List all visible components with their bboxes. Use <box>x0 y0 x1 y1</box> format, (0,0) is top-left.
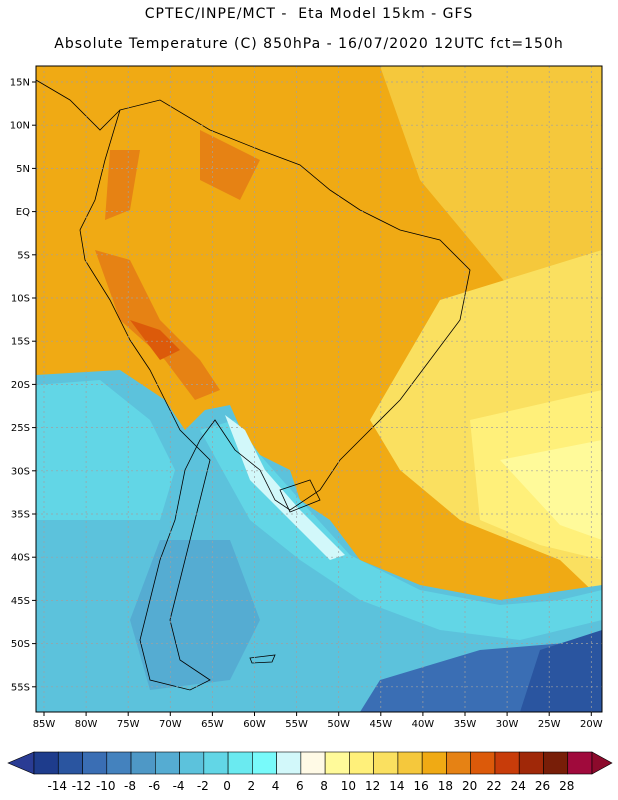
lat-label: 10N <box>10 121 30 132</box>
colorbar-cell <box>252 751 277 775</box>
lat-label: 20S <box>11 380 30 391</box>
lon-label: 25W <box>538 719 561 730</box>
colorbar-cell <box>179 751 205 775</box>
colorbar-label: 28 <box>559 779 574 793</box>
lon-label: 40W <box>412 719 435 730</box>
colorbar-cell <box>567 751 593 775</box>
colorbar-label: 12 <box>365 779 380 793</box>
colorbar-label: -12 <box>72 779 92 793</box>
colorbar-label: -6 <box>148 779 160 793</box>
rio-de-la-plata-outline <box>279 479 321 513</box>
chart-title-line2: Absolute Temperature (C) 850hPa - 16/07/… <box>54 36 564 52</box>
colorbar-cell <box>397 751 423 775</box>
colorbar-cell <box>227 751 253 775</box>
colorbar-label: -8 <box>124 779 136 793</box>
colorbar-label: 6 <box>296 779 304 793</box>
lat-label: 15S <box>11 337 30 348</box>
colorbar: -14 -12 -10 -8 -6 -4 -2 0 2 4 6 8 10 12 14 16 18 20 22 24 26… <box>7 751 613 793</box>
lon-label: 65W <box>201 719 224 730</box>
lon-label: 60W <box>243 719 266 730</box>
falklands-outline <box>249 654 276 664</box>
south-america-outline <box>79 99 471 691</box>
colorbar-label: 22 <box>486 779 501 793</box>
lat-label: EQ <box>16 207 30 218</box>
chart-title-line1: CPTEC/INPE/MCT - Eta Model 15km - GFS <box>144 6 474 22</box>
lon-label: 70W <box>159 719 182 730</box>
lon-label: 35W <box>454 719 477 730</box>
colorbar-cell <box>82 751 108 775</box>
lat-label: 50S <box>11 639 30 650</box>
front-pale-band <box>225 415 345 560</box>
colorbar-cell <box>155 751 180 775</box>
colorbar-label: 2 <box>248 779 256 793</box>
lat-label: 15N <box>10 78 30 89</box>
lon-label: 55W <box>285 719 308 730</box>
colorbar-label: 0 <box>223 779 231 793</box>
colorbar-cell <box>130 751 156 775</box>
colorbar-label: 26 <box>535 779 550 793</box>
central-america-outline <box>36 79 121 131</box>
lat-label: 55S <box>11 682 30 693</box>
colorbar-label: 4 <box>272 779 280 793</box>
colombia-warm-field <box>105 150 140 220</box>
colorbar-label: 14 <box>389 779 404 793</box>
colorbar-label: 8 <box>320 779 328 793</box>
lon-label: 85W <box>33 719 56 730</box>
colorbar-label: 24 <box>511 779 526 793</box>
colorbar-cell <box>373 751 399 775</box>
andes-warm-field <box>95 250 220 400</box>
lat-label: 5N <box>16 164 30 175</box>
colorbar-cell <box>518 751 544 775</box>
atlantic-pale-field <box>500 440 602 540</box>
lon-label: 75W <box>117 719 140 730</box>
colorbar-label: 18 <box>438 779 453 793</box>
lon-label: 50W <box>327 719 350 730</box>
lon-label: 20W <box>580 719 603 730</box>
colorbar-cell <box>421 751 447 775</box>
south-atlantic-coldest-field <box>520 630 602 712</box>
lat-label: 40S <box>11 553 30 564</box>
colorbar-cell <box>203 751 229 775</box>
lat-label: 30S <box>11 466 30 477</box>
colorbar-label: -4 <box>173 779 185 793</box>
venezuela-warm-field <box>200 130 260 200</box>
colorbar-cell <box>446 751 471 775</box>
colorbar-label: 20 <box>462 779 477 793</box>
atlantic-warm-field <box>380 66 602 300</box>
colorbar-cell <box>57 751 83 775</box>
patagonia-cold-field <box>130 540 260 690</box>
colorbar-cell <box>33 751 59 775</box>
colorbar-cell <box>324 751 350 775</box>
colorbar-over-arrow <box>591 751 613 775</box>
temperature-map: 15N 10N 5N EQ 5S 10S 15S 20S 25S 30S 35S 40S 45S 50S 5… <box>10 65 603 730</box>
colorbar-cell <box>494 751 520 775</box>
colorbar-label: -2 <box>197 779 209 793</box>
colorbar-cell <box>276 751 302 775</box>
colorbar-under-arrow <box>7 751 35 775</box>
lat-label: 45S <box>11 596 30 607</box>
colorbar-label: 10 <box>341 779 356 793</box>
lat-label: 35S <box>11 510 30 521</box>
lon-label: 80W <box>75 719 98 730</box>
lon-label: 30W <box>496 719 519 730</box>
colorbar-cell <box>106 751 132 775</box>
lat-label: 25S <box>11 423 30 434</box>
colorbar-label: 16 <box>414 779 429 793</box>
colorbar-cell <box>543 751 569 775</box>
colorbar-label: -14 <box>47 779 67 793</box>
lon-label: 45W <box>369 719 392 730</box>
bolivia-hot-field <box>130 320 180 360</box>
pacific-cool-field <box>36 380 175 520</box>
lat-label: 5S <box>17 250 30 261</box>
colorbar-cell <box>470 751 496 775</box>
colorbar-cell <box>349 751 374 775</box>
colorbar-label: -10 <box>96 779 116 793</box>
map-frame <box>35 65 603 713</box>
colorbar-cell <box>300 751 326 775</box>
lat-label: 10S <box>11 294 30 305</box>
